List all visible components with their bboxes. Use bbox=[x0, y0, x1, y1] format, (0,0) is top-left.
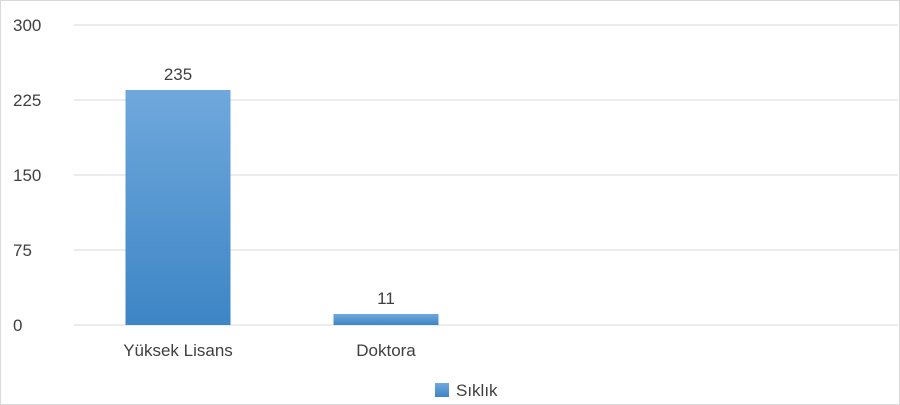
legend: Sıklık bbox=[435, 381, 498, 400]
x-tick-label: Yüksek Lisans bbox=[123, 341, 233, 360]
bar bbox=[125, 90, 231, 325]
y-tick-label: 75 bbox=[13, 241, 32, 260]
data-labels: 235 11 bbox=[164, 65, 395, 308]
y-tick-label: 150 bbox=[13, 166, 41, 185]
legend-label: Sıklık bbox=[456, 381, 498, 400]
legend-swatch bbox=[435, 383, 449, 397]
y-tick-label: 300 bbox=[13, 16, 41, 35]
x-tick-label: Doktora bbox=[356, 341, 416, 360]
y-tick-label: 225 bbox=[13, 91, 41, 110]
y-tick-label: 0 bbox=[13, 316, 22, 335]
x-axis-tick-labels: Yüksek Lisans Doktora bbox=[123, 341, 416, 360]
bar bbox=[333, 314, 439, 325]
data-label: 235 bbox=[164, 65, 192, 84]
data-label: 11 bbox=[377, 289, 395, 308]
bars bbox=[125, 90, 439, 325]
y-axis-tick-labels: 0 75 150 225 300 bbox=[13, 16, 41, 335]
